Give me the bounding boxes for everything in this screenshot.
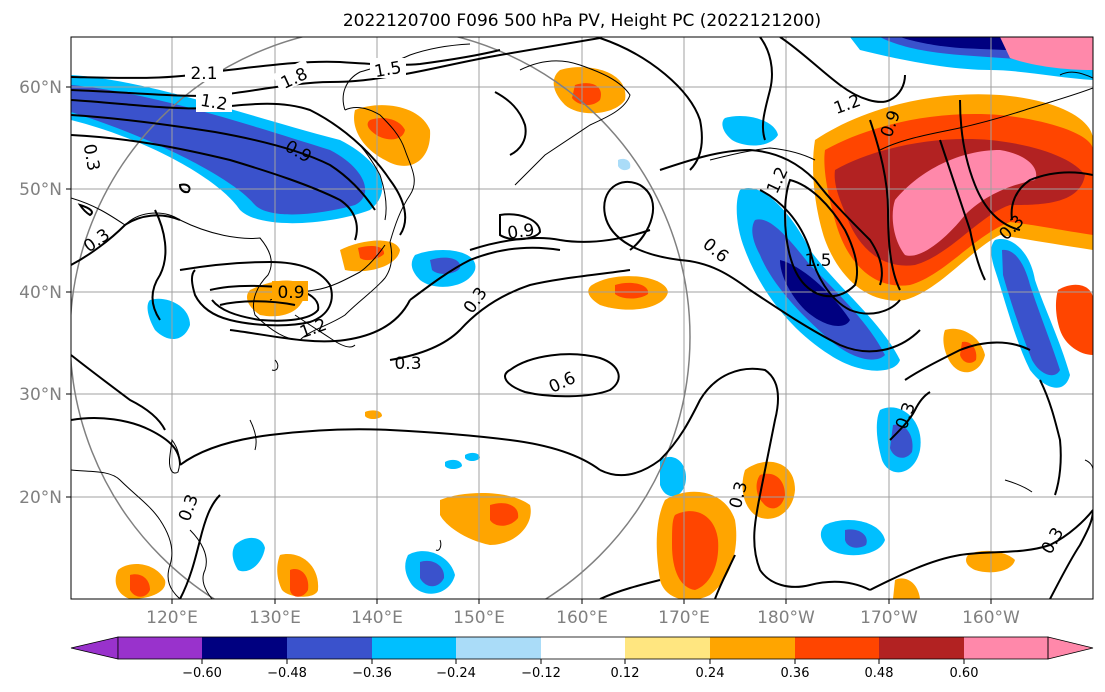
lon-tick-label: 180°W: [757, 608, 815, 628]
colorbar-tick-label: −0.36: [352, 666, 392, 681]
contour-label: 2.1: [190, 64, 217, 84]
contour-label: 0.3: [394, 354, 421, 374]
colorbar-tick-label: −0.24: [436, 666, 476, 681]
target-area-circle: [71, 37, 691, 599]
lon-tick-label: 140°E: [351, 608, 403, 628]
colorbar-tick-label: 0.24: [696, 666, 725, 681]
lat-tick-label: 60°N: [19, 78, 62, 98]
lon-ticks: 120°E 130°E 140°E 150°E 160°E 170°E 180°W 170°W…: [146, 599, 1020, 628]
lon-tick-label: 170°W: [860, 608, 918, 628]
colorbar-tick-label: 0.60: [950, 666, 979, 681]
lon-tick-label: 160°W: [962, 608, 1020, 628]
lon-tick-label: 120°E: [146, 608, 198, 628]
lon-tick-label: 150°E: [453, 608, 505, 628]
shading-layer: [71, 37, 1093, 599]
colorbar-tick-label: −0.12: [521, 666, 561, 681]
contour-label: 1.2: [199, 91, 229, 115]
colorbar-extend-high: [1047, 636, 1094, 660]
graticule: [71, 37, 1093, 599]
contour-label: 0.3: [79, 142, 103, 172]
contour-label: 0.9: [506, 220, 536, 244]
lon-tick-label: 130°E: [249, 608, 301, 628]
contour-labels: 2.1 1.8 1.5 1.2 0.9 0.3 0.3 0.9 0.9 1.2 …: [79, 58, 1069, 558]
colorbar-tick-label: −0.48: [267, 666, 307, 681]
contour-label: 0.9: [277, 283, 304, 303]
lat-tick-label: 40°N: [19, 283, 62, 303]
figure-title: 2022120700 F096 500 hPa PV, Height PC (2…: [343, 11, 821, 31]
coastlines: [71, 43, 1093, 599]
contour-label: 1.5: [804, 251, 831, 271]
colorbar-tick-label: 0.36: [781, 666, 810, 681]
lat-tick-label: 30°N: [19, 385, 62, 405]
colorbar-extend-low: [70, 636, 119, 660]
colorbar-tick-label: 0.12: [611, 666, 640, 681]
colorbar: −0.60 −0.48 −0.36 −0.24 −0.12 0.12 0.24 0.36 0.4…: [70, 636, 1094, 681]
lon-tick-label: 160°E: [556, 608, 608, 628]
colorbar-tick-label: 0.48: [865, 666, 894, 681]
lat-ticks: 60°N 50°N 40°N 30°N 20°N: [19, 78, 71, 508]
height-contours: [71, 37, 1093, 599]
lat-tick-label: 50°N: [19, 180, 62, 200]
lon-tick-label: 170°E: [658, 608, 710, 628]
lat-tick-label: 20°N: [19, 488, 62, 508]
contour-label: 1.5: [373, 58, 403, 82]
colorbar-tick-label: −0.60: [182, 666, 222, 681]
